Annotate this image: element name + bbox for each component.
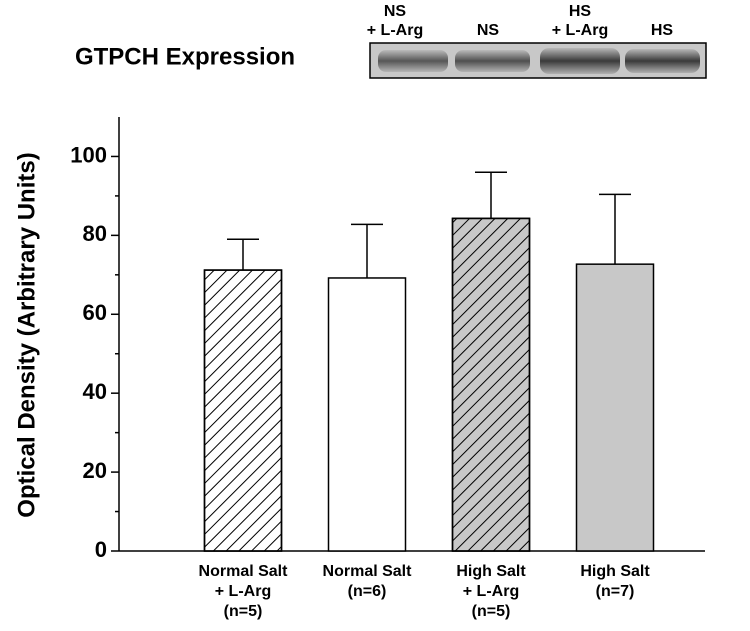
y-tick-label: 40 [83, 379, 107, 404]
x-tick-label: + L-Arg [215, 583, 271, 600]
x-tick-label: + L-Arg [463, 583, 519, 600]
x-tick-label: (n=7) [596, 583, 635, 600]
x-tick-label: High Salt [580, 563, 650, 580]
blot-image [369, 42, 707, 79]
x-tick-label: Normal Salt [323, 563, 413, 580]
y-tick-label: 20 [83, 458, 107, 483]
y-tick-label: 80 [83, 221, 107, 246]
blot-lane-label: NS [384, 3, 407, 20]
x-tick-label: (n=6) [348, 583, 387, 600]
bar [575, 263, 655, 552]
x-tick-label: (n=5) [472, 603, 511, 620]
bar-hatch [451, 217, 531, 552]
y-tick-label: 0 [95, 537, 107, 562]
bar [327, 277, 407, 552]
bar-hatch [203, 269, 283, 552]
x-tick-label: High Salt [456, 563, 526, 580]
blot-lane-label: + L-Arg [367, 22, 423, 39]
blot-lane-label: + L-Arg [552, 22, 608, 39]
y-tick-label: 60 [83, 300, 107, 325]
x-tick-label: (n=5) [224, 603, 263, 620]
blot-title: GTPCH Expression [75, 43, 295, 70]
y-axis-label: Optical Density (Arbitrary Units) [13, 152, 40, 517]
y-tick-label: 100 [70, 142, 107, 167]
blot-lane-label: HS [569, 3, 592, 20]
blot-lane-label: HS [651, 22, 674, 39]
x-tick-label: Normal Salt [199, 563, 289, 580]
blot-lane-label: NS [477, 22, 500, 39]
